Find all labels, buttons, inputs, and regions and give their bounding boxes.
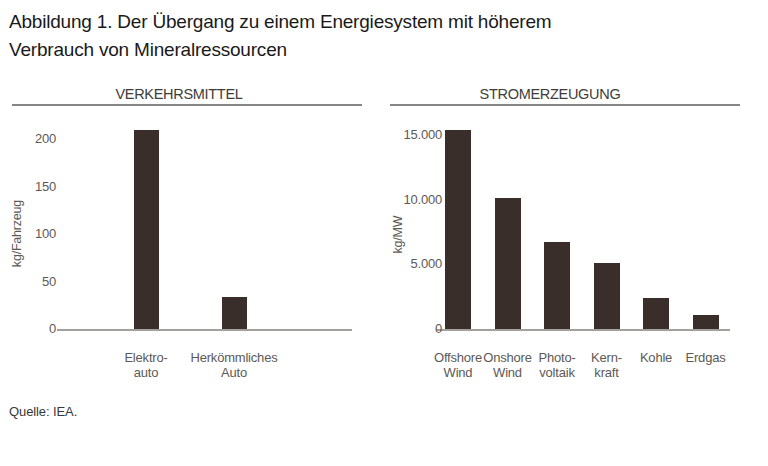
- bar-elektro-auto: [134, 130, 159, 330]
- bar-onshore-wind: [495, 198, 521, 329]
- figure: Abbildung 1. Der Übergang zu einem Energ…: [0, 0, 768, 466]
- figure-title-line1: Abbildung 1. Der Übergang zu einem Energ…: [9, 8, 729, 36]
- x-axis-line: [57, 329, 352, 331]
- bar-kohle: [643, 298, 669, 329]
- bar-erdgas: [693, 315, 719, 329]
- bar-offshore-wind: [445, 130, 471, 329]
- y-axis-tick-label: 10.000: [390, 192, 442, 208]
- y-axis-tick-label: 0: [390, 321, 442, 337]
- plot-area-stromerzeugung: 05.00010.00015.000Offshore WindOnshore W…: [390, 84, 740, 394]
- x-category-label: Erdgas: [673, 350, 739, 365]
- figure-title: Abbildung 1. Der Übergang zu einem Energ…: [9, 8, 729, 64]
- bar-photo-voltaik: [544, 242, 570, 329]
- x-axis-line: [436, 329, 730, 331]
- y-axis-tick-label: 5.000: [390, 256, 442, 272]
- y-axis-tick-label: 15.000: [390, 127, 442, 143]
- y-axis-tick-label: 200: [12, 131, 56, 147]
- bar-herk-mmliches-auto: [222, 297, 247, 329]
- figure-title-line2: Verbrauch von Mineralressourcen: [9, 36, 729, 64]
- x-category-label: Herkömmliches Auto: [179, 350, 289, 380]
- y-axis-tick-label: 0: [12, 321, 56, 337]
- y-axis-tick-label: 100: [12, 226, 56, 242]
- y-axis-tick-label: 150: [12, 179, 56, 195]
- plot-area-verkehrsmittel: 050100150200Elektro- autoHerkömmliches A…: [12, 84, 362, 394]
- source-note: Quelle: IEA.: [9, 404, 77, 419]
- chart-stromerzeugung: STROMERZEUGUNG kg/MW 05.00010.00015.000O…: [390, 84, 740, 394]
- y-axis-tick-label: 50: [12, 274, 56, 290]
- chart-verkehrsmittel: VERKEHRSMITTEL kg/Fahrzeug 050100150200E…: [12, 84, 362, 394]
- bar-kern-kraft: [594, 263, 620, 329]
